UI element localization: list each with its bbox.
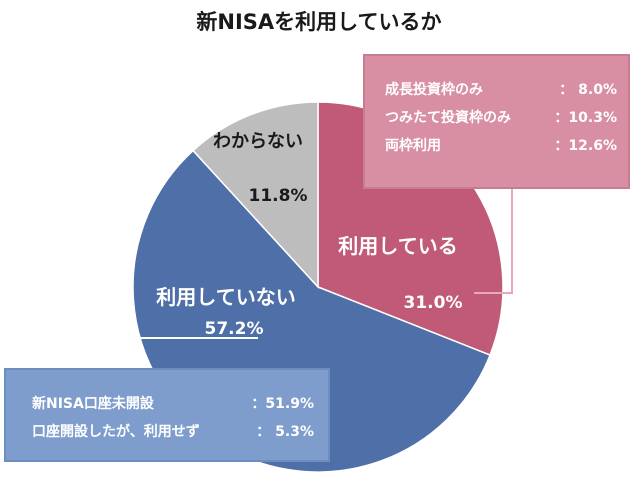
breakdown-label: 両枠利用 <box>385 138 441 154</box>
breakdown-label: 口座開設したが、利用せず <box>32 424 200 440</box>
used-breakdown-row: 成長投資枠のみ ： 8.0% <box>385 76 617 104</box>
slice-value-used: 31.0% <box>404 293 463 313</box>
slice-labels: 利用している 31.0% 利用していない 57.2% わからない 11.8% <box>156 131 462 339</box>
breakdown-label: 成長投資枠のみ <box>385 82 483 98</box>
used-breakdown-row: 両枠利用 ：12.6% <box>385 132 617 160</box>
slice-label-not-used: 利用していない <box>156 285 295 309</box>
breakdown-value: ： 5.3% <box>256 424 314 440</box>
slice-value-unknown: 11.8% <box>249 186 308 206</box>
not-used-breakdown-row: 口座開設したが、利用せず ： 5.3% <box>32 418 314 446</box>
callout-connectors <box>71 186 513 370</box>
pie-slice-unknown <box>192 101 319 289</box>
breakdown-value: ：10.3% <box>554 110 617 126</box>
used-breakdown-box: 成長投資枠のみ ： 8.0% つみたて投資枠のみ ：10.3% 両枠利用 ：12… <box>363 54 630 189</box>
slice-label-used: 利用している <box>338 234 457 258</box>
slice-value-not-used: 57.2% <box>205 319 264 339</box>
breakdown-value: ：12.6% <box>554 138 617 154</box>
not-used-breakdown-box: 新NISA口座未開設 ：51.9% 口座開設したが、利用せず ： 5.3% <box>4 368 330 462</box>
not-used-callout-connector <box>71 337 258 370</box>
breakdown-value: ：51.9% <box>251 396 314 412</box>
not-used-breakdown-row: 新NISA口座未開設 ：51.9% <box>32 390 314 418</box>
used-breakdown-row: つみたて投資枠のみ ：10.3% <box>385 104 617 132</box>
chart-title: 新NISAを利用しているか <box>196 10 442 34</box>
breakdown-label: 新NISA口座未開設 <box>32 396 154 412</box>
used-callout-connector <box>474 186 513 294</box>
slice-label-unknown: わからない <box>213 131 303 152</box>
breakdown-label: つみたて投資枠のみ <box>385 110 511 126</box>
breakdown-value: ： 8.0% <box>559 82 617 98</box>
